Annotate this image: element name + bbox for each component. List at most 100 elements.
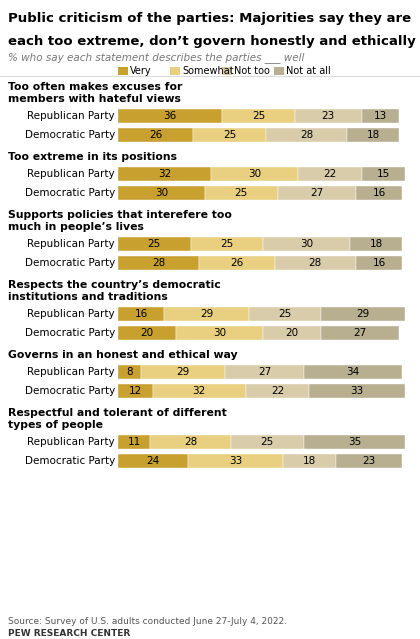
Bar: [278, 186, 356, 200]
Bar: [350, 237, 402, 251]
Text: 25: 25: [147, 239, 161, 249]
Text: 18: 18: [367, 130, 380, 140]
Text: 30: 30: [248, 169, 261, 179]
Text: 28: 28: [152, 258, 165, 268]
Bar: [191, 237, 263, 251]
Text: 18: 18: [370, 239, 383, 249]
Bar: [266, 128, 347, 142]
Bar: [275, 256, 356, 270]
Bar: [199, 256, 275, 270]
Text: members with hateful views: members with hateful views: [8, 94, 181, 104]
Text: 32: 32: [158, 169, 171, 179]
Bar: [263, 326, 321, 340]
Bar: [118, 237, 191, 251]
Text: Respectful and tolerant of different: Respectful and tolerant of different: [8, 408, 227, 418]
Bar: [118, 128, 193, 142]
Bar: [223, 109, 295, 123]
Text: Not too: Not too: [234, 66, 270, 76]
Text: institutions and traditions: institutions and traditions: [8, 292, 168, 302]
Text: 22: 22: [271, 386, 284, 396]
Text: 11: 11: [127, 437, 141, 447]
Text: 15: 15: [377, 169, 390, 179]
Text: Too often makes excuses for: Too often makes excuses for: [8, 82, 182, 92]
Text: 13: 13: [374, 111, 387, 121]
Text: Republican Party: Republican Party: [27, 367, 115, 377]
Text: PEW RESEARCH CENTER: PEW RESEARCH CENTER: [8, 629, 130, 638]
Text: Democratic Party: Democratic Party: [25, 258, 115, 268]
Bar: [231, 435, 304, 449]
Text: 20: 20: [286, 328, 299, 338]
Bar: [298, 167, 362, 181]
Text: 36: 36: [163, 111, 177, 121]
Bar: [246, 384, 310, 398]
Bar: [118, 109, 223, 123]
Text: Democratic Party: Democratic Party: [25, 130, 115, 140]
Bar: [336, 454, 402, 468]
Text: 28: 28: [300, 130, 313, 140]
Text: Source: Survey of U.S. adults conducted June 27-July 4, 2022.: Source: Survey of U.S. adults conducted …: [8, 617, 287, 626]
Text: 27: 27: [354, 328, 367, 338]
Text: 8: 8: [126, 367, 133, 377]
Text: much in people’s lives: much in people’s lives: [8, 222, 144, 232]
Text: 34: 34: [346, 367, 360, 377]
Text: Democratic Party: Democratic Party: [25, 328, 115, 338]
Text: Very: Very: [130, 66, 152, 76]
Text: 25: 25: [235, 188, 248, 198]
Text: Governs in an honest and ethical way: Governs in an honest and ethical way: [8, 350, 238, 360]
Text: 26: 26: [149, 130, 162, 140]
Bar: [118, 167, 211, 181]
Bar: [118, 365, 141, 379]
Text: 30: 30: [300, 239, 313, 249]
Bar: [188, 454, 284, 468]
Bar: [356, 256, 402, 270]
Bar: [118, 326, 176, 340]
Bar: [193, 128, 266, 142]
Text: 25: 25: [252, 111, 265, 121]
Text: 29: 29: [177, 367, 190, 377]
Text: 16: 16: [134, 309, 148, 319]
Bar: [321, 326, 399, 340]
Text: 30: 30: [213, 328, 226, 338]
Text: 20: 20: [140, 328, 154, 338]
Bar: [295, 109, 362, 123]
Text: 16: 16: [373, 188, 386, 198]
Text: Republican Party: Republican Party: [27, 309, 115, 319]
Text: Democratic Party: Democratic Party: [25, 456, 115, 466]
Bar: [176, 326, 263, 340]
Text: 12: 12: [129, 386, 142, 396]
Bar: [362, 167, 405, 181]
Bar: [249, 307, 321, 321]
Bar: [205, 186, 278, 200]
Text: Supports policies that interefere too: Supports policies that interefere too: [8, 210, 232, 220]
Text: 23: 23: [322, 111, 335, 121]
Text: 26: 26: [230, 258, 244, 268]
Text: 18: 18: [303, 456, 316, 466]
Bar: [263, 237, 350, 251]
Text: % who say each statement describes the parties ___ well: % who say each statement describes the p…: [8, 52, 304, 63]
Text: 33: 33: [351, 386, 364, 396]
Text: Republican Party: Republican Party: [27, 111, 115, 121]
Bar: [170, 67, 180, 75]
Text: Somewhat: Somewhat: [182, 66, 234, 76]
Bar: [153, 384, 246, 398]
Bar: [304, 435, 405, 449]
Text: 25: 25: [220, 239, 234, 249]
Bar: [118, 454, 188, 468]
Bar: [141, 365, 225, 379]
Bar: [118, 186, 205, 200]
Text: Republican Party: Republican Party: [27, 437, 115, 447]
Text: Democratic Party: Democratic Party: [25, 386, 115, 396]
Bar: [347, 128, 399, 142]
Text: 29: 29: [200, 309, 213, 319]
Bar: [274, 67, 284, 75]
Text: 30: 30: [155, 188, 168, 198]
Text: types of people: types of people: [8, 420, 103, 430]
Text: 24: 24: [146, 456, 160, 466]
Bar: [211, 167, 298, 181]
Text: 25: 25: [223, 130, 236, 140]
Text: 22: 22: [323, 169, 336, 179]
Text: 27: 27: [258, 367, 271, 377]
Bar: [150, 435, 231, 449]
Text: 16: 16: [373, 258, 386, 268]
Bar: [284, 454, 336, 468]
